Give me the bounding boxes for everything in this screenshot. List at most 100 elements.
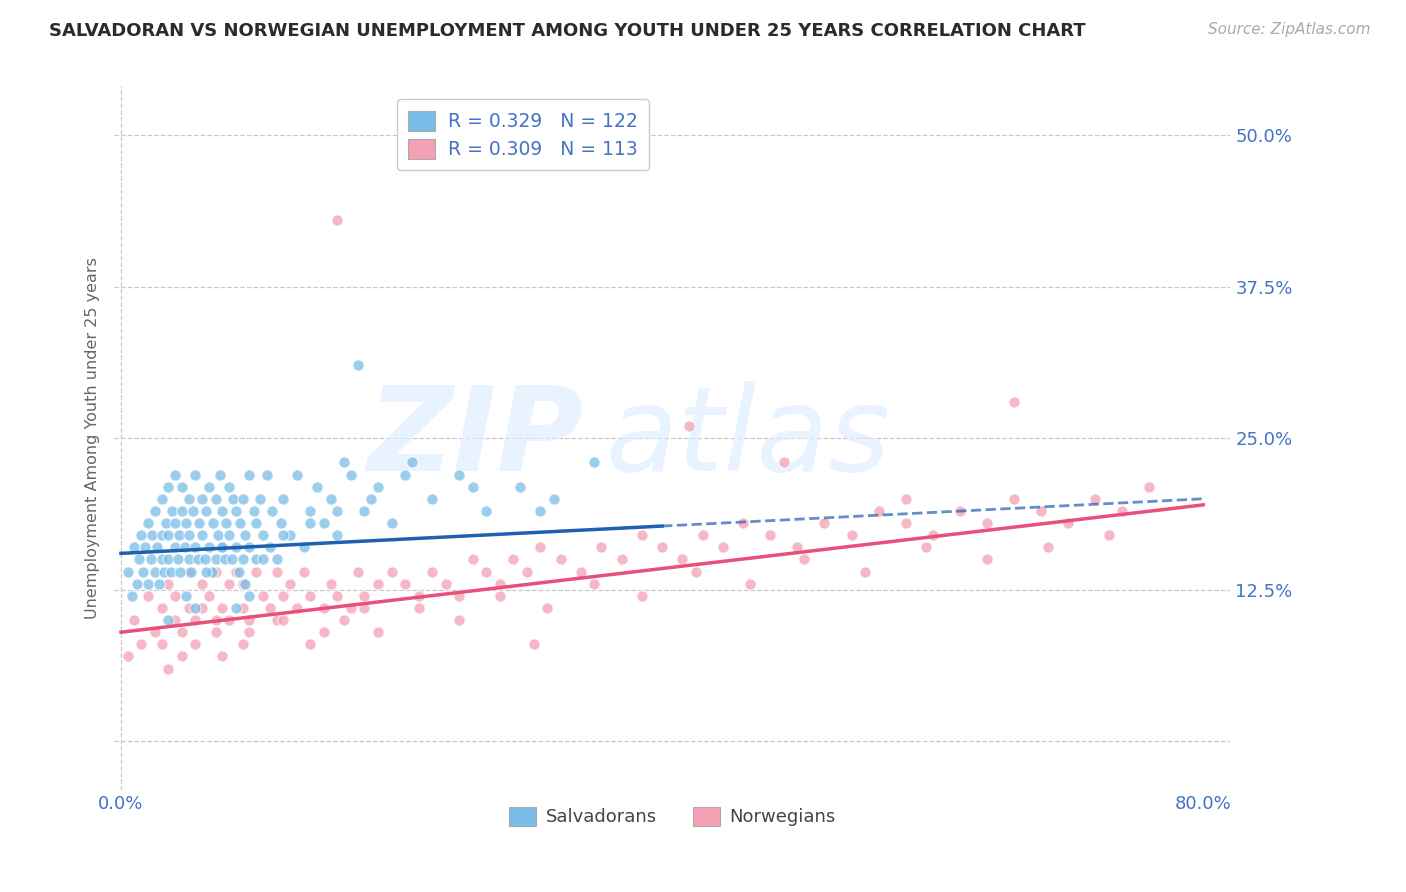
Point bbox=[170, 504, 193, 518]
Point bbox=[461, 552, 484, 566]
Point bbox=[536, 601, 558, 615]
Point bbox=[346, 565, 368, 579]
Point bbox=[1137, 480, 1160, 494]
Point bbox=[218, 528, 240, 542]
Point bbox=[420, 565, 443, 579]
Point bbox=[271, 528, 294, 542]
Point bbox=[169, 565, 191, 579]
Point bbox=[312, 516, 335, 530]
Point bbox=[408, 601, 430, 615]
Point bbox=[319, 576, 342, 591]
Point bbox=[353, 601, 375, 615]
Point bbox=[333, 455, 356, 469]
Point bbox=[252, 589, 274, 603]
Point bbox=[692, 528, 714, 542]
Point bbox=[630, 589, 652, 603]
Point bbox=[157, 552, 180, 566]
Point bbox=[292, 541, 315, 555]
Point bbox=[207, 528, 229, 542]
Point bbox=[773, 455, 796, 469]
Point bbox=[420, 491, 443, 506]
Point bbox=[165, 613, 187, 627]
Point bbox=[235, 528, 257, 542]
Point bbox=[509, 480, 531, 494]
Point bbox=[127, 576, 149, 591]
Point bbox=[651, 541, 673, 555]
Legend: Salvadorans, Norwegians: Salvadorans, Norwegians bbox=[502, 799, 842, 834]
Point bbox=[204, 565, 226, 579]
Point bbox=[157, 480, 180, 494]
Point bbox=[170, 649, 193, 664]
Point bbox=[271, 589, 294, 603]
Point bbox=[180, 565, 202, 579]
Point bbox=[191, 576, 214, 591]
Point bbox=[165, 467, 187, 482]
Point bbox=[235, 576, 257, 591]
Text: atlas: atlas bbox=[606, 381, 890, 495]
Point bbox=[124, 613, 146, 627]
Point bbox=[195, 565, 218, 579]
Point bbox=[165, 516, 187, 530]
Point bbox=[181, 504, 204, 518]
Point bbox=[177, 565, 200, 579]
Point bbox=[232, 637, 254, 651]
Point bbox=[543, 491, 565, 506]
Point bbox=[333, 613, 356, 627]
Point bbox=[157, 662, 180, 676]
Point bbox=[218, 480, 240, 494]
Point bbox=[187, 552, 209, 566]
Point bbox=[153, 565, 176, 579]
Point bbox=[238, 467, 260, 482]
Point bbox=[245, 516, 267, 530]
Point bbox=[266, 552, 288, 566]
Point bbox=[184, 467, 207, 482]
Point bbox=[228, 565, 250, 579]
Point bbox=[591, 541, 613, 555]
Point bbox=[569, 565, 592, 579]
Point bbox=[177, 552, 200, 566]
Point bbox=[131, 565, 153, 579]
Point bbox=[1084, 491, 1107, 506]
Point bbox=[299, 504, 322, 518]
Point bbox=[915, 541, 938, 555]
Point bbox=[117, 649, 139, 664]
Point bbox=[238, 589, 260, 603]
Point bbox=[174, 516, 197, 530]
Point bbox=[157, 576, 180, 591]
Point bbox=[204, 552, 226, 566]
Point bbox=[225, 565, 247, 579]
Point bbox=[630, 528, 652, 542]
Point bbox=[1002, 394, 1025, 409]
Point bbox=[188, 516, 211, 530]
Point bbox=[218, 613, 240, 627]
Point bbox=[266, 613, 288, 627]
Text: SALVADORAN VS NORWEGIAN UNEMPLOYMENT AMONG YOUTH UNDER 25 YEARS CORRELATION CHAR: SALVADORAN VS NORWEGIAN UNEMPLOYMENT AMO… bbox=[49, 22, 1085, 40]
Point bbox=[550, 552, 572, 566]
Point bbox=[610, 552, 633, 566]
Point bbox=[211, 541, 233, 555]
Point bbox=[449, 467, 471, 482]
Point bbox=[129, 528, 152, 542]
Point bbox=[271, 491, 294, 506]
Point bbox=[266, 565, 288, 579]
Point bbox=[146, 541, 169, 555]
Point bbox=[157, 528, 180, 542]
Point bbox=[238, 625, 260, 640]
Point bbox=[270, 516, 292, 530]
Point bbox=[184, 637, 207, 651]
Point bbox=[177, 528, 200, 542]
Point bbox=[225, 504, 247, 518]
Point bbox=[475, 565, 498, 579]
Point bbox=[157, 613, 180, 627]
Point bbox=[868, 504, 890, 518]
Point bbox=[449, 613, 471, 627]
Point bbox=[204, 491, 226, 506]
Point bbox=[488, 576, 510, 591]
Y-axis label: Unemployment Among Youth under 25 years: Unemployment Among Youth under 25 years bbox=[86, 257, 100, 619]
Point bbox=[150, 491, 173, 506]
Point bbox=[166, 552, 188, 566]
Point bbox=[793, 552, 815, 566]
Point bbox=[711, 541, 734, 555]
Point bbox=[170, 625, 193, 640]
Point bbox=[191, 601, 214, 615]
